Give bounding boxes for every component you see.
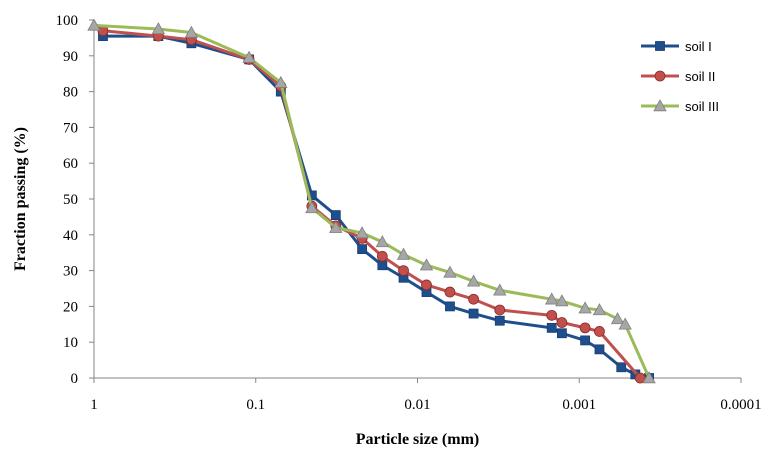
data-point xyxy=(578,301,592,314)
data-point xyxy=(330,210,341,221)
series-group xyxy=(87,18,656,384)
data-point xyxy=(274,75,288,88)
data-point xyxy=(357,244,368,255)
data-point xyxy=(184,25,199,38)
data-point xyxy=(580,335,591,346)
data-point xyxy=(494,304,506,316)
data-point xyxy=(545,292,559,305)
data-point xyxy=(468,293,479,305)
data-point xyxy=(634,372,646,384)
data-point xyxy=(594,344,605,355)
y-axis-title: Fraction passing (%) xyxy=(12,127,29,271)
data-point xyxy=(445,301,455,312)
legend-label: soil II xyxy=(685,69,715,84)
data-point xyxy=(557,328,567,339)
data-point xyxy=(421,279,432,291)
data-point xyxy=(377,260,388,271)
data-point xyxy=(594,326,605,337)
data-point xyxy=(419,258,434,271)
legend-item: soil II xyxy=(641,69,715,84)
x-axis-ticks: 1 0.1 0.01 0.001 0.0001 xyxy=(90,378,762,413)
data-point xyxy=(618,317,632,330)
data-point xyxy=(355,226,369,239)
data-point xyxy=(305,201,319,214)
data-point xyxy=(494,315,505,326)
series-soil-i xyxy=(98,31,654,383)
data-point xyxy=(466,274,481,287)
y-tick-label: 40 xyxy=(63,228,78,244)
x-tick-label: 0.1 xyxy=(246,397,265,413)
y-tick-label: 20 xyxy=(63,299,78,315)
legend-label: soil III xyxy=(685,99,719,114)
data-point xyxy=(579,322,591,334)
y-tick-label: 80 xyxy=(63,85,78,101)
y-tick-label: 100 xyxy=(56,13,79,29)
y-axis-ticks: 0 10 20 30 40 50 60 70 80 90 100 xyxy=(56,13,94,387)
data-point xyxy=(555,294,569,307)
y-tick-label: 0 xyxy=(71,371,79,387)
data-point xyxy=(546,309,558,321)
legend-item: soil I xyxy=(641,39,712,54)
data-point xyxy=(616,362,627,373)
y-tick-label: 50 xyxy=(63,192,78,208)
legend: soil I soil II soil III xyxy=(641,39,719,114)
series-soil-iii xyxy=(87,18,656,384)
y-tick-label: 30 xyxy=(63,264,78,280)
x-tick-label: 0.001 xyxy=(562,397,596,413)
y-tick-label: 70 xyxy=(63,120,78,136)
legend-marker xyxy=(653,99,667,112)
data-point xyxy=(329,220,343,233)
legend-item: soil III xyxy=(641,99,719,114)
y-tick-label: 10 xyxy=(63,335,78,351)
data-point xyxy=(444,286,456,298)
data-point xyxy=(87,18,101,31)
data-point xyxy=(592,303,607,316)
data-point xyxy=(398,265,409,277)
x-tick-label: 0.01 xyxy=(404,397,430,413)
y-tick-label: 60 xyxy=(63,156,78,172)
legend-label: soil I xyxy=(685,39,712,54)
x-tick-label: 0.0001 xyxy=(720,397,761,413)
data-point xyxy=(242,50,256,63)
legend-marker xyxy=(654,70,666,82)
legend-marker xyxy=(655,41,665,51)
data-point xyxy=(396,247,411,260)
data-point xyxy=(443,265,457,278)
y-tick-label: 90 xyxy=(63,49,78,65)
data-point xyxy=(546,322,557,333)
data-point xyxy=(375,235,390,248)
x-axis-title: Particle size (mm) xyxy=(356,431,479,448)
data-point xyxy=(610,312,625,325)
data-point xyxy=(493,283,507,296)
series-line xyxy=(102,34,650,380)
data-point xyxy=(468,308,479,319)
data-point xyxy=(642,371,656,384)
data-point xyxy=(376,250,388,262)
data-point xyxy=(151,22,166,35)
data-point xyxy=(556,317,568,328)
x-tick-label: 1 xyxy=(90,397,98,413)
